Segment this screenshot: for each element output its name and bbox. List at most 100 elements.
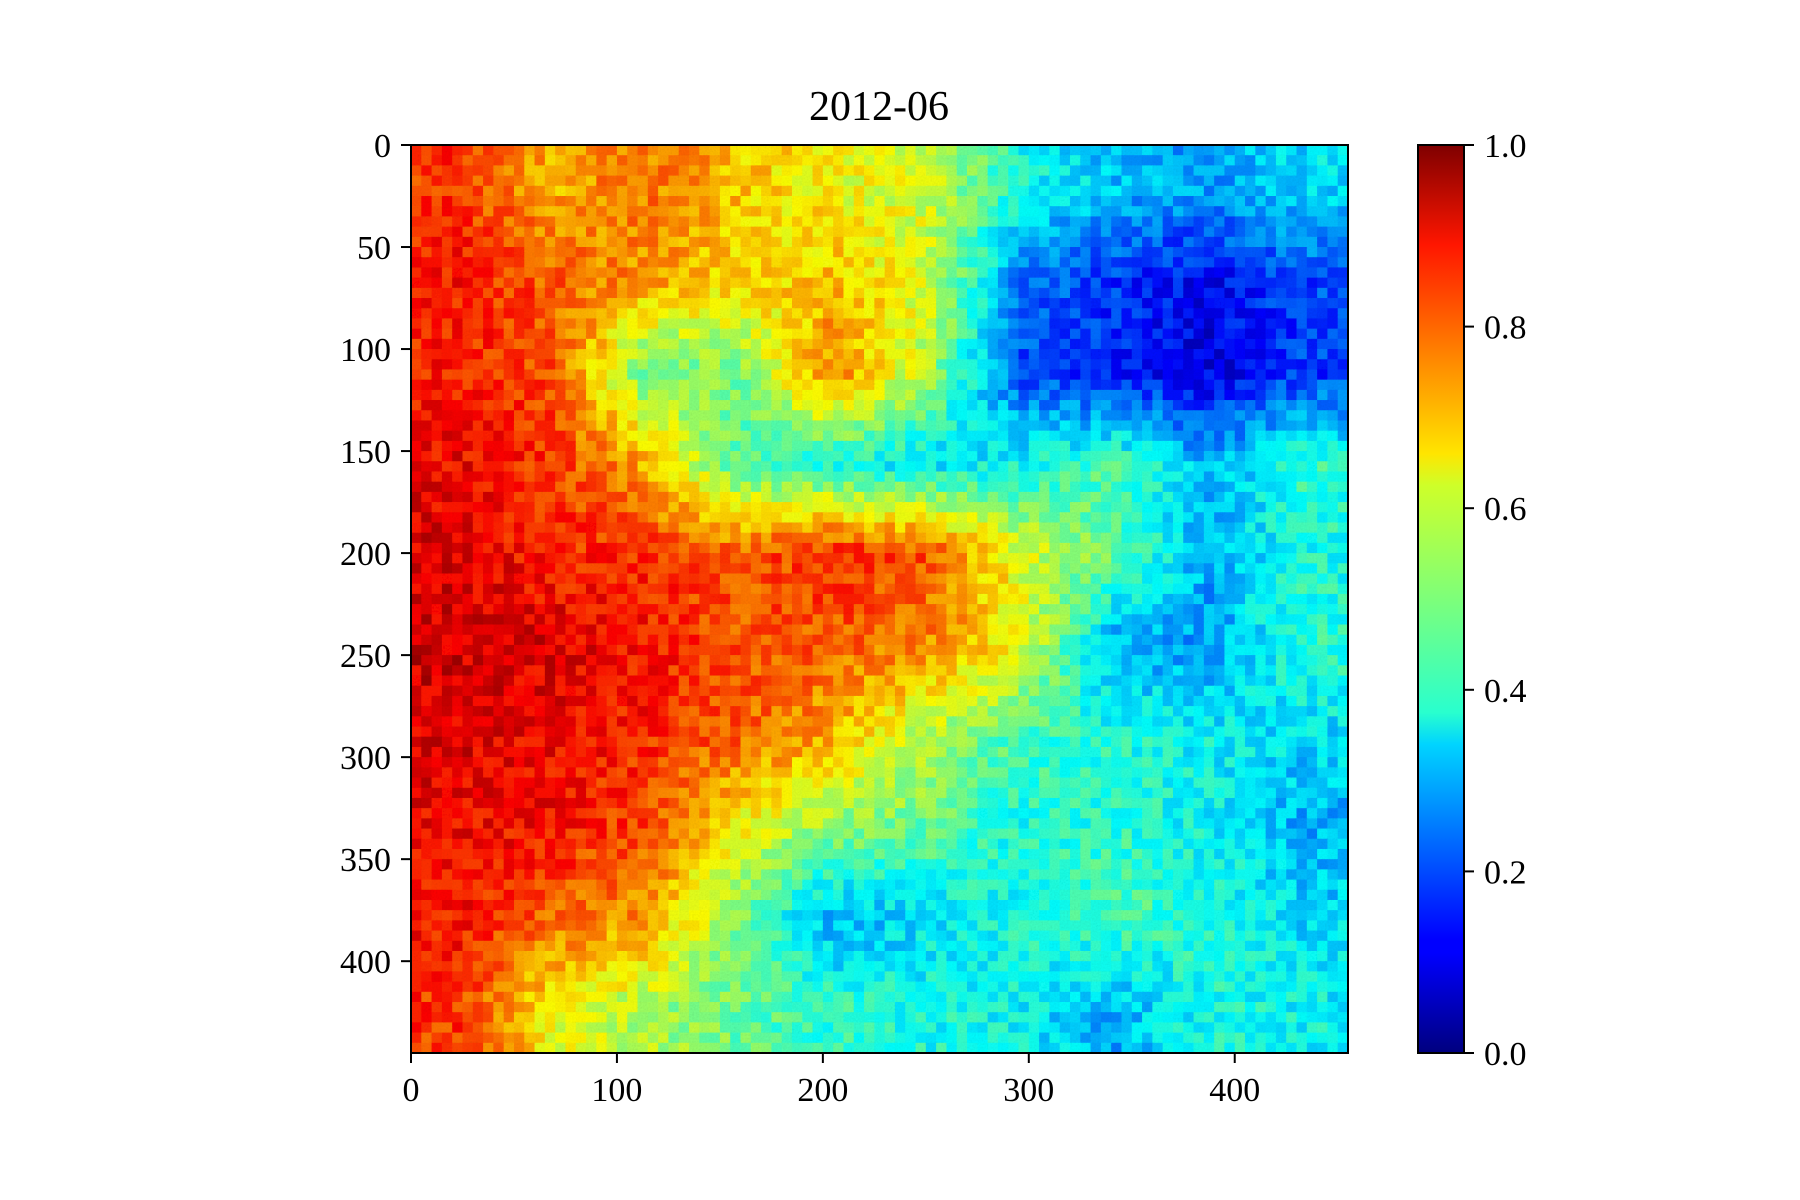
heatmap-cell: [1224, 369, 1236, 381]
heatmap-cell: [658, 675, 670, 687]
heatmap-cell: [1296, 491, 1308, 503]
heatmap-cell: [1317, 287, 1329, 299]
heatmap-cell: [905, 349, 917, 360]
heatmap-cell: [1214, 257, 1226, 269]
heatmap-cell: [771, 604, 783, 615]
heatmap-cell: [771, 389, 783, 401]
heatmap-cell: [1111, 675, 1123, 687]
heatmap-cell: [874, 165, 886, 177]
heatmap-cell: [730, 298, 742, 309]
heatmap-cell: [1317, 491, 1329, 503]
heatmap-cell: [709, 665, 721, 677]
heatmap-cell: [1090, 400, 1102, 411]
heatmap-cell: [1172, 563, 1184, 575]
heatmap-cell: [1286, 502, 1298, 513]
heatmap-cell: [575, 430, 587, 442]
heatmap-cell: [534, 287, 546, 299]
heatmap-cell: [637, 420, 649, 432]
heatmap-cell: [1162, 502, 1174, 513]
heatmap-cell: [565, 287, 577, 299]
heatmap-cell: [1008, 573, 1020, 585]
heatmap-cell: [1162, 583, 1174, 595]
heatmap-cell: [1306, 165, 1318, 177]
heatmap-cell: [719, 196, 731, 207]
heatmap-cell: [699, 461, 711, 473]
heatmap-cell: [1059, 410, 1071, 422]
heatmap-cell: [977, 369, 989, 381]
heatmap-cell: [843, 624, 855, 636]
heatmap-cell: [555, 491, 567, 503]
heatmap-cell: [1008, 247, 1020, 258]
heatmap-cell: [472, 512, 484, 524]
heatmap-cell: [699, 614, 711, 626]
heatmap-cell: [977, 512, 989, 524]
heatmap-cell: [555, 298, 567, 309]
heatmap-cell: [1203, 359, 1215, 371]
heatmap-cell: [905, 287, 917, 299]
heatmap-cell: [1121, 491, 1133, 503]
heatmap-cell: [894, 634, 906, 646]
heatmap-cell: [647, 338, 659, 350]
heatmap-cell: [997, 287, 1009, 299]
heatmap-cell: [616, 685, 628, 697]
heatmap-cell: [472, 308, 484, 320]
heatmap-cell: [853, 634, 865, 646]
heatmap-cell: [884, 410, 896, 422]
heatmap-cell: [452, 512, 464, 524]
heatmap-cell: [586, 634, 597, 646]
heatmap-cell: [1059, 338, 1071, 350]
heatmap-cell: [658, 206, 670, 218]
heatmap-cell: [802, 359, 814, 371]
heatmap-cell: [1080, 318, 1092, 330]
heatmap-cell: [1080, 614, 1092, 626]
heatmap-cell: [956, 655, 968, 666]
heatmap-cell: [894, 573, 906, 585]
heatmap-cell: [833, 430, 845, 442]
heatmap-cell: [503, 593, 515, 605]
heatmap-cell: [524, 502, 536, 513]
heatmap-cell: [1008, 145, 1020, 156]
heatmap-cell: [678, 624, 690, 636]
heatmap-cell: [905, 185, 917, 197]
heatmap-cell: [1008, 298, 1020, 309]
heatmap-cell: [513, 236, 525, 248]
heatmap-cell: [441, 185, 453, 197]
heatmap-cell: [1049, 471, 1061, 483]
heatmap-cell: [709, 369, 721, 381]
heatmap-cell: [843, 318, 855, 330]
heatmap-cell: [606, 471, 618, 483]
heatmap-cell: [894, 359, 906, 371]
heatmap-cell: [894, 318, 906, 330]
heatmap-cell: [709, 338, 721, 350]
heatmap-cell: [513, 379, 525, 391]
heatmap-cell: [1090, 410, 1102, 422]
heatmap-cell: [1028, 216, 1040, 228]
heatmap-cell: [1069, 318, 1081, 330]
heatmap-cell: [462, 695, 474, 707]
heatmap-cell: [668, 512, 680, 524]
heatmap-cell: [956, 236, 968, 248]
heatmap-cell: [544, 226, 556, 238]
heatmap-cell: [1245, 277, 1256, 289]
heatmap-cell: [791, 369, 803, 381]
heatmap-cell: [452, 502, 464, 513]
heatmap-cell: [987, 685, 999, 697]
heatmap-cell: [977, 379, 989, 391]
heatmap-cell: [1224, 318, 1236, 330]
heatmap-cell: [452, 420, 464, 432]
heatmap-cell: [1090, 216, 1102, 228]
heatmap-cell: [555, 573, 567, 585]
heatmap-cell: [833, 593, 845, 605]
heatmap-cell: [1337, 471, 1348, 483]
heatmap-cell: [1090, 563, 1102, 575]
heatmap-cell: [1214, 155, 1226, 166]
heatmap-cell: [1183, 604, 1195, 615]
heatmap-cell: [668, 695, 680, 707]
heatmap-cell: [771, 165, 783, 177]
heatmap-cell: [1255, 389, 1267, 401]
heatmap-cell: [761, 277, 772, 289]
heatmap-cell: [627, 400, 639, 411]
heatmap-cell: [925, 614, 937, 626]
heatmap-cell: [1317, 665, 1329, 677]
heatmap-cell: [689, 532, 700, 544]
